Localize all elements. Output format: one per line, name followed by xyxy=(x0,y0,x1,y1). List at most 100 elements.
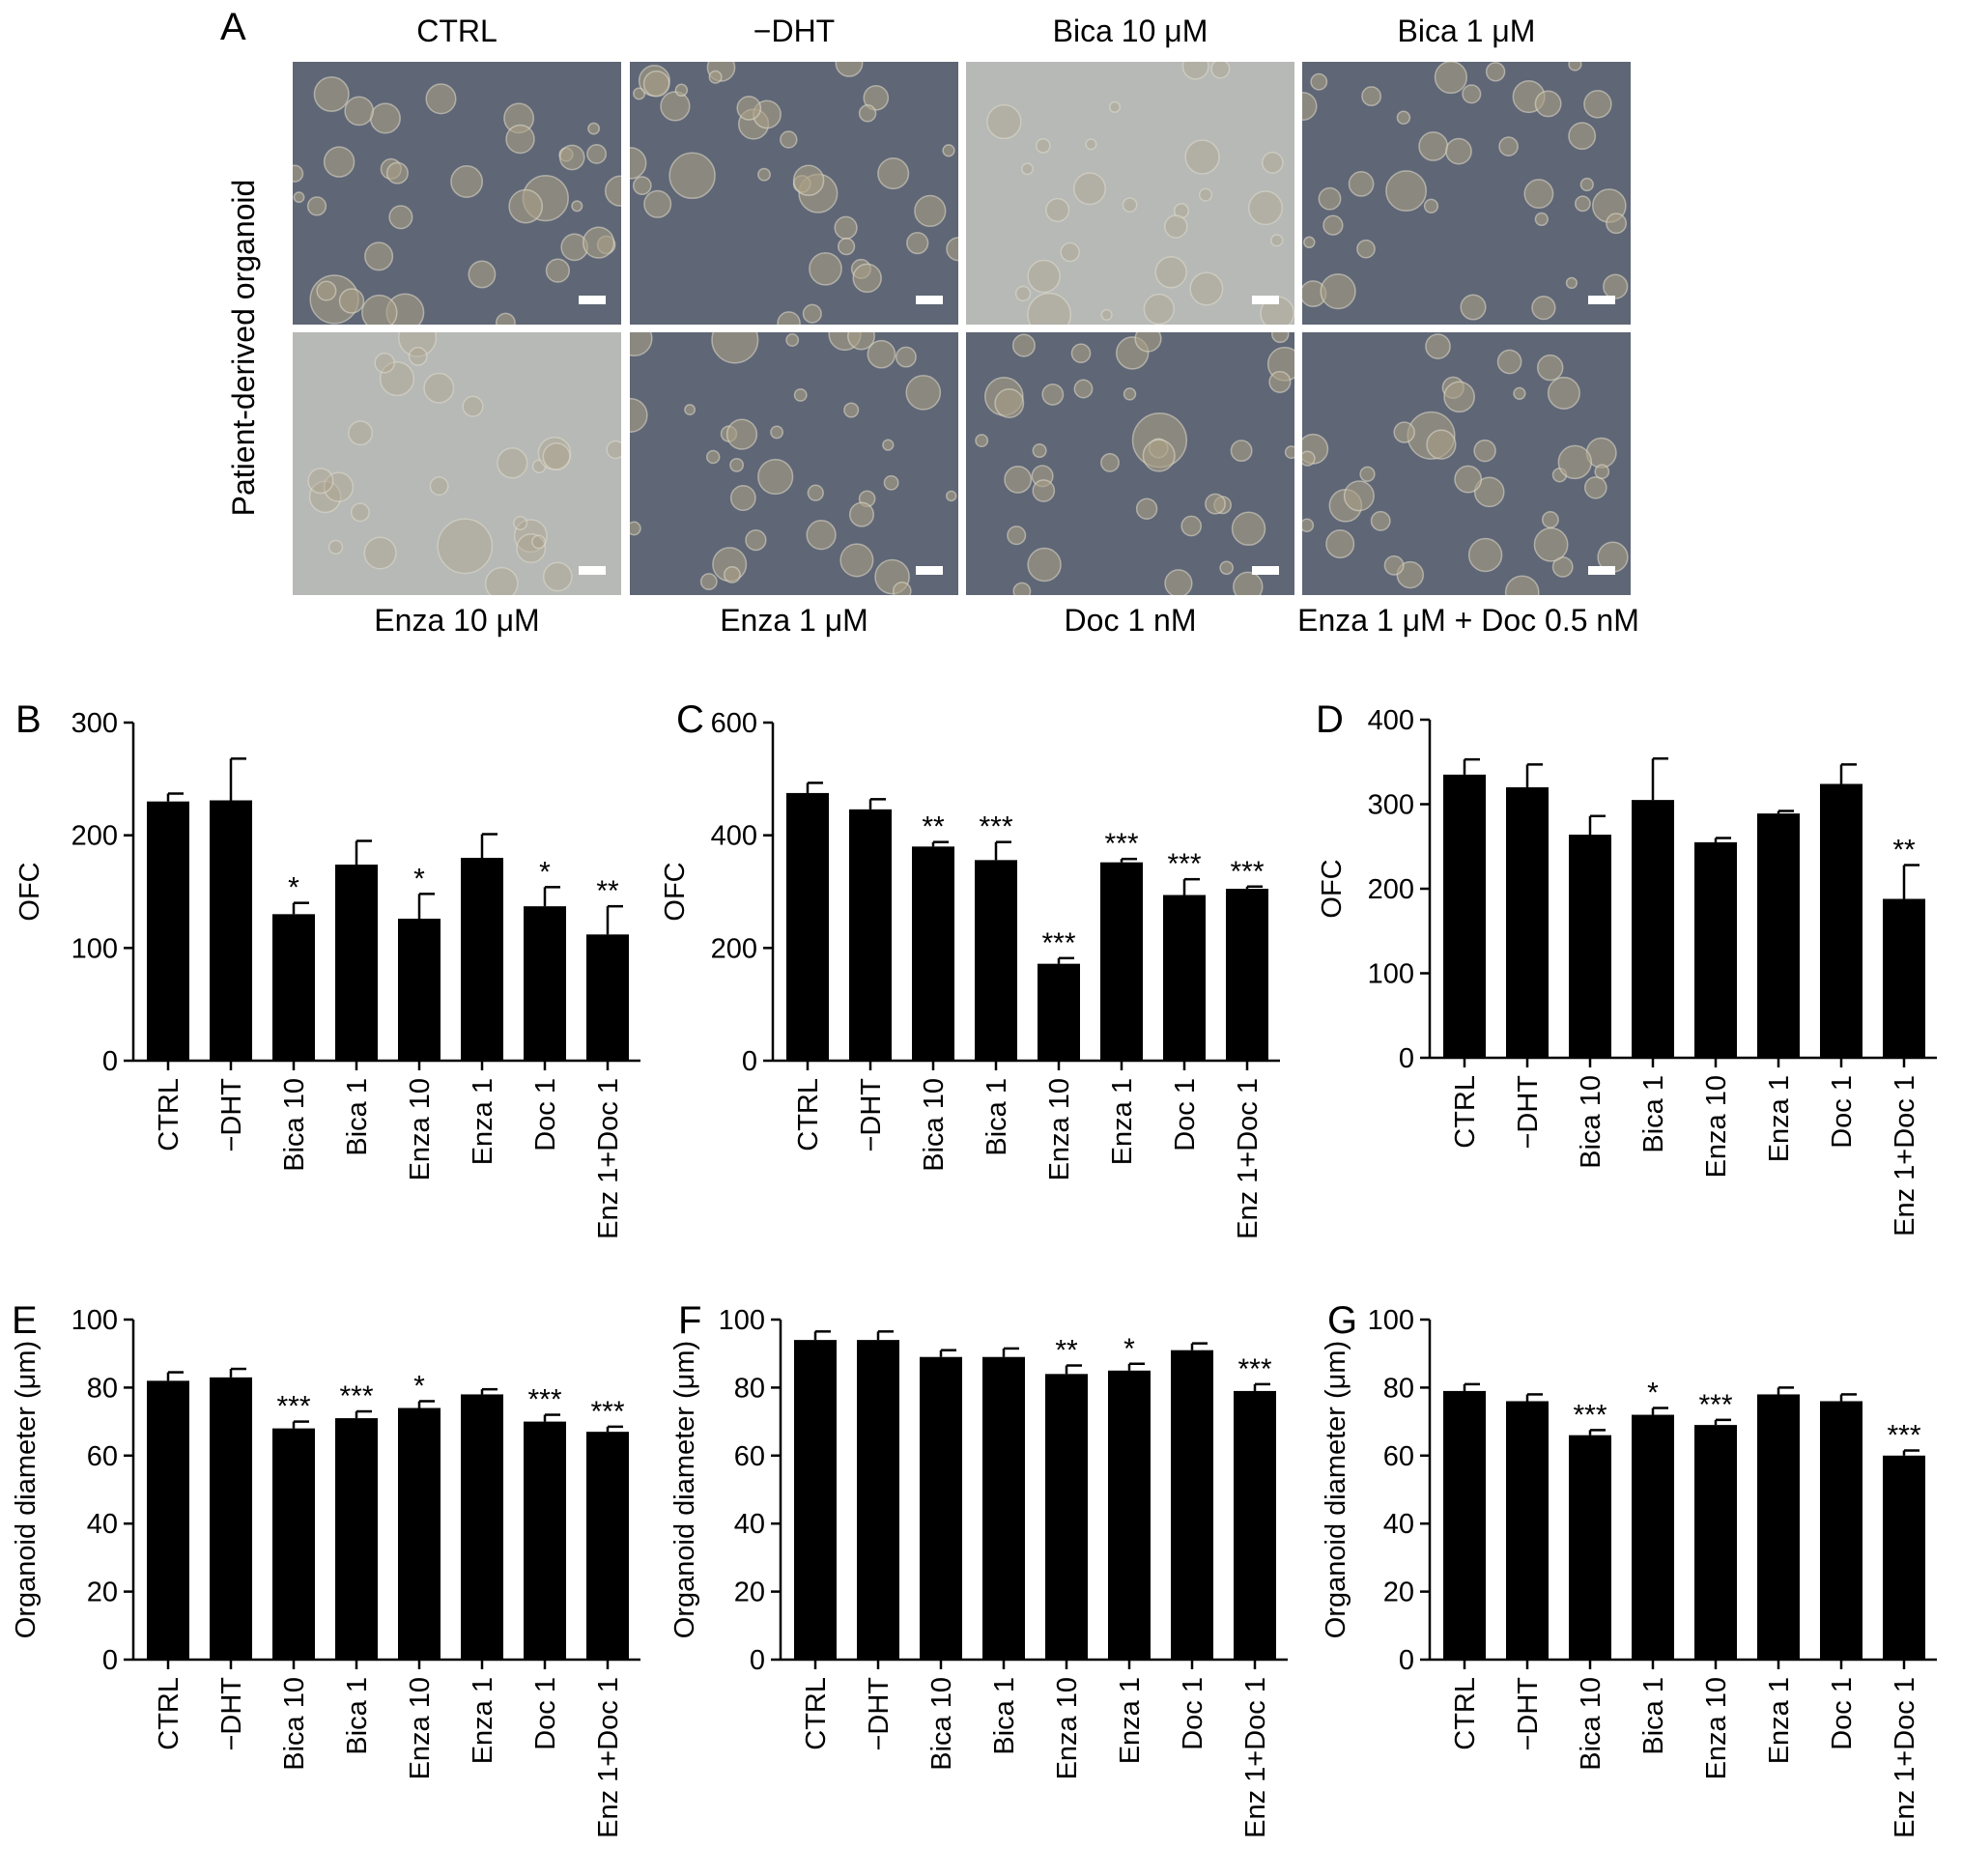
x-tick-label-g: Enz 1+Doc 1 xyxy=(1890,1677,1920,1838)
bar-c xyxy=(1163,895,1206,1061)
x-tick-label-c: Enza 1 xyxy=(1107,1078,1138,1165)
significance-mark-g: *** xyxy=(1573,1399,1607,1431)
bar-e xyxy=(398,1407,441,1660)
x-tick-label-g: Doc 1 xyxy=(1827,1677,1858,1750)
scale-bar xyxy=(916,296,943,304)
x-tick-label-d: Enz 1+Doc 1 xyxy=(1890,1075,1920,1236)
bottom-title-enza1: Enza 1 μM xyxy=(720,603,868,638)
x-tick-label-d: Enza 1 xyxy=(1764,1075,1795,1162)
bar-b xyxy=(272,914,315,1061)
bar-g xyxy=(1632,1414,1674,1660)
y-tick-label-c: 600 xyxy=(711,708,757,739)
y-axis-label-b: OFC xyxy=(14,862,45,921)
y-tick-label-d: 300 xyxy=(1368,790,1414,821)
y-tick-label-b: 300 xyxy=(71,708,118,739)
bar-c xyxy=(975,860,1017,1061)
x-tick-label-e: Enz 1+Doc 1 xyxy=(593,1677,624,1838)
bar-b xyxy=(398,919,441,1061)
micrograph xyxy=(630,62,958,325)
x-tick-label-e: −DHT xyxy=(216,1677,247,1751)
y-tick-label-e: 80 xyxy=(87,1373,118,1404)
x-tick-label-f: Bica 1 xyxy=(989,1677,1020,1755)
y-tick-label-f: 0 xyxy=(750,1645,765,1676)
scale-bar xyxy=(1252,296,1279,304)
panel-letter-g: G xyxy=(1327,1299,1357,1342)
y-tick-label-g: 40 xyxy=(1383,1509,1414,1540)
bar-e xyxy=(461,1394,503,1660)
x-tick-label-b: Bica 10 xyxy=(279,1078,310,1172)
significance-mark-f: *** xyxy=(1237,1353,1271,1385)
x-tick-label-c: Bica 10 xyxy=(919,1078,950,1172)
bar-c xyxy=(1100,862,1143,1061)
y-axis-label-c: OFC xyxy=(660,862,691,921)
y-tick-label-e: 20 xyxy=(87,1578,118,1608)
x-tick-label-f: Bica 10 xyxy=(926,1677,957,1771)
y-tick-label-e: 60 xyxy=(87,1441,118,1472)
x-tick-label-b: CTRL xyxy=(154,1078,185,1151)
bottom-title-doc1: Doc 1 nM xyxy=(1064,603,1197,638)
bar-f xyxy=(1108,1370,1151,1660)
bar-f xyxy=(1234,1390,1276,1660)
bar-d xyxy=(1757,813,1800,1058)
bottom-title-combo: Enza 1 μM + Doc 0.5 nM xyxy=(1297,603,1639,638)
bar-d xyxy=(1883,898,1925,1058)
bar-d xyxy=(1632,800,1674,1058)
x-tick-label-d: CTRL xyxy=(1450,1075,1481,1149)
x-tick-label-b: Doc 1 xyxy=(530,1078,561,1151)
panel-letter-f: F xyxy=(678,1299,701,1342)
y-tick-label-d: 400 xyxy=(1368,705,1414,736)
bar-d xyxy=(1820,783,1862,1058)
y-tick-label-g: 100 xyxy=(1368,1305,1414,1336)
bar-f xyxy=(1171,1350,1213,1660)
bar-g xyxy=(1569,1435,1611,1660)
bar-f xyxy=(857,1340,899,1660)
x-tick-label-d: −DHT xyxy=(1513,1075,1544,1150)
top-title-ctrl: CTRL xyxy=(416,14,498,48)
significance-mark-f: ** xyxy=(1055,1335,1078,1367)
x-tick-label-c: −DHT xyxy=(856,1078,887,1152)
bar-g xyxy=(1443,1390,1486,1660)
y-tick-label-b: 100 xyxy=(71,933,118,964)
bar-d xyxy=(1443,774,1486,1058)
y-tick-label-b: 0 xyxy=(102,1046,118,1077)
y-tick-label-f: 100 xyxy=(719,1305,765,1336)
bar-g xyxy=(1883,1455,1925,1660)
significance-mark-b: * xyxy=(288,872,299,904)
y-tick-label-c: 200 xyxy=(711,933,757,964)
x-tick-label-g: Enza 10 xyxy=(1701,1677,1732,1779)
x-tick-label-d: Bica 1 xyxy=(1638,1075,1669,1153)
micrograph xyxy=(293,332,621,595)
significance-mark-b: * xyxy=(413,863,425,895)
significance-mark-e: *** xyxy=(590,1396,624,1428)
bar-b xyxy=(147,801,189,1061)
bar-e xyxy=(524,1421,566,1660)
x-tick-label-c: CTRL xyxy=(793,1078,824,1151)
y-tick-label-b: 200 xyxy=(71,821,118,852)
x-tick-label-c: Bica 1 xyxy=(981,1078,1012,1156)
significance-mark-g: *** xyxy=(1887,1420,1920,1452)
bar-d xyxy=(1506,787,1549,1058)
bar-g xyxy=(1506,1401,1549,1660)
bar-g xyxy=(1820,1401,1862,1660)
bar-e xyxy=(147,1380,189,1660)
y-tick-label-e: 100 xyxy=(71,1305,118,1336)
x-tick-label-f: Enz 1+Doc 1 xyxy=(1240,1677,1271,1838)
bar-c xyxy=(786,792,829,1061)
y-tick-label-g: 80 xyxy=(1383,1373,1414,1404)
x-tick-label-b: Bica 1 xyxy=(342,1078,373,1156)
scale-bar xyxy=(1252,566,1279,575)
bar-c xyxy=(849,809,892,1061)
x-tick-label-f: −DHT xyxy=(864,1677,895,1751)
x-tick-label-f: Enza 10 xyxy=(1052,1677,1083,1779)
x-tick-label-d: Enza 10 xyxy=(1701,1075,1732,1178)
bar-f xyxy=(1045,1374,1088,1660)
significance-mark-c: ** xyxy=(922,811,945,843)
significance-mark-e: *** xyxy=(527,1384,561,1416)
x-tick-label-f: Doc 1 xyxy=(1178,1677,1208,1750)
panel-letter-c: C xyxy=(676,698,704,741)
bar-b xyxy=(586,934,629,1061)
y-tick-label-d: 0 xyxy=(1399,1043,1414,1074)
scale-bar xyxy=(916,566,943,575)
panel-letter-e: E xyxy=(12,1299,38,1342)
